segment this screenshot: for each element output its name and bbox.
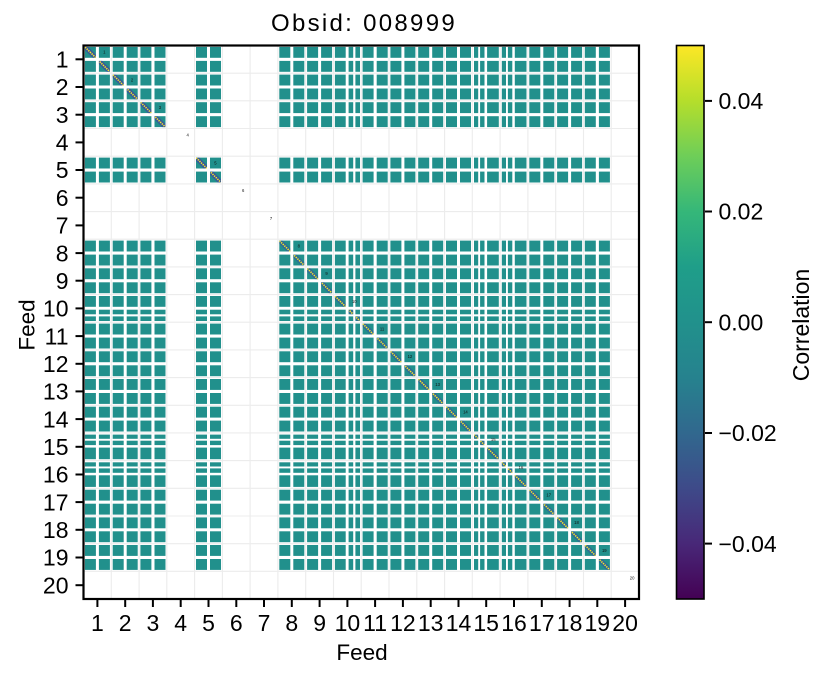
svg-text:13: 13 bbox=[418, 610, 444, 636]
svg-text:11: 11 bbox=[363, 610, 387, 636]
svg-text:2: 2 bbox=[119, 610, 132, 636]
svg-text:18: 18 bbox=[43, 517, 69, 543]
svg-text:17: 17 bbox=[546, 493, 551, 498]
svg-text:5: 5 bbox=[56, 157, 69, 183]
svg-text:3: 3 bbox=[147, 610, 160, 636]
svg-text:Feed: Feed bbox=[336, 640, 387, 665]
svg-text:2: 2 bbox=[131, 77, 134, 82]
svg-text:4: 4 bbox=[174, 610, 187, 636]
svg-text:19: 19 bbox=[602, 548, 607, 553]
svg-text:13: 13 bbox=[43, 379, 69, 405]
svg-text:1: 1 bbox=[56, 47, 69, 73]
svg-text:10: 10 bbox=[352, 299, 357, 304]
svg-text:10: 10 bbox=[43, 296, 69, 322]
svg-text:15: 15 bbox=[473, 610, 499, 636]
svg-text:7: 7 bbox=[56, 213, 69, 239]
svg-text:6: 6 bbox=[230, 610, 243, 636]
svg-text:20: 20 bbox=[612, 610, 638, 636]
svg-text:11: 11 bbox=[45, 323, 69, 349]
svg-text:19: 19 bbox=[43, 545, 69, 571]
svg-text:20: 20 bbox=[43, 572, 69, 598]
svg-text:9: 9 bbox=[56, 268, 69, 294]
svg-text:4: 4 bbox=[187, 133, 190, 138]
svg-text:9: 9 bbox=[313, 610, 326, 636]
svg-text:0.04: 0.04 bbox=[719, 88, 764, 114]
svg-text:5: 5 bbox=[214, 160, 217, 165]
svg-text:16: 16 bbox=[43, 462, 69, 488]
svg-text:−0.02: −0.02 bbox=[719, 420, 777, 446]
svg-text:−0.04: −0.04 bbox=[719, 531, 777, 557]
svg-text:8: 8 bbox=[56, 240, 69, 266]
svg-text:18: 18 bbox=[557, 610, 583, 636]
svg-text:14: 14 bbox=[463, 410, 468, 415]
svg-text:12: 12 bbox=[408, 354, 413, 359]
svg-text:Obsid: 008999: Obsid: 008999 bbox=[271, 10, 457, 37]
svg-text:1: 1 bbox=[103, 50, 106, 55]
svg-text:Correlation: Correlation bbox=[788, 269, 814, 382]
svg-text:19: 19 bbox=[585, 610, 611, 636]
svg-text:15: 15 bbox=[43, 434, 69, 460]
svg-text:8: 8 bbox=[285, 610, 298, 636]
svg-text:12: 12 bbox=[390, 610, 416, 636]
svg-text:2: 2 bbox=[56, 74, 69, 100]
svg-text:15: 15 bbox=[491, 437, 496, 442]
svg-text:17: 17 bbox=[43, 489, 69, 515]
svg-text:6: 6 bbox=[56, 185, 69, 211]
svg-text:9: 9 bbox=[325, 271, 328, 276]
svg-text:10: 10 bbox=[335, 610, 361, 636]
svg-text:18: 18 bbox=[574, 520, 579, 525]
svg-text:16: 16 bbox=[519, 465, 524, 470]
svg-text:13: 13 bbox=[435, 382, 440, 387]
svg-text:14: 14 bbox=[43, 406, 69, 432]
svg-text:5: 5 bbox=[202, 610, 215, 636]
svg-text:16: 16 bbox=[501, 610, 527, 636]
svg-text:20: 20 bbox=[630, 576, 635, 581]
svg-text:12: 12 bbox=[43, 351, 69, 377]
svg-text:1: 1 bbox=[91, 610, 104, 636]
svg-text:3: 3 bbox=[56, 102, 69, 128]
svg-text:8: 8 bbox=[298, 243, 301, 248]
svg-text:14: 14 bbox=[446, 610, 472, 636]
svg-text:0.02: 0.02 bbox=[719, 199, 764, 225]
svg-text:Feed: Feed bbox=[15, 299, 40, 350]
svg-text:4: 4 bbox=[56, 130, 69, 156]
svg-text:3: 3 bbox=[159, 105, 162, 110]
svg-text:7: 7 bbox=[258, 610, 271, 636]
svg-text:6: 6 bbox=[242, 188, 245, 193]
svg-text:11: 11 bbox=[380, 327, 385, 332]
svg-text:17: 17 bbox=[529, 610, 555, 636]
svg-text:0.00: 0.00 bbox=[719, 309, 764, 335]
svg-text:7: 7 bbox=[270, 216, 273, 221]
